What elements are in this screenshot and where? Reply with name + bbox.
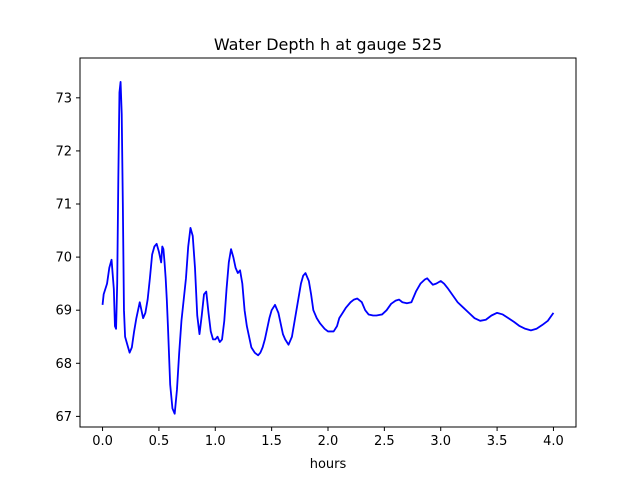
x-tick-label: 3.0 — [430, 434, 451, 449]
x-axis-ticks: 0.0 0.5 1.0 1.5 2.0 2.5 3.0 3.5 4.0 — [92, 427, 564, 449]
x-tick-label: 2.5 — [374, 434, 395, 449]
x-tick-label: 0.5 — [149, 434, 170, 449]
x-tick-label: 4.0 — [543, 434, 564, 449]
x-tick-label: 1.0 — [205, 434, 226, 449]
y-axis-ticks: 67 68 69 70 71 72 73 — [55, 91, 80, 425]
x-axis-label: hours — [310, 457, 347, 472]
y-tick-label: 69 — [55, 304, 72, 319]
y-tick-label: 67 — [55, 410, 72, 425]
y-tick-label: 70 — [55, 251, 72, 266]
plot-area-frame — [79, 57, 577, 428]
x-tick-label: 1.5 — [261, 434, 282, 449]
chart-title: Water Depth h at gauge 525 — [214, 35, 442, 54]
y-tick-label: 72 — [55, 144, 72, 159]
series-layer — [101, 80, 555, 415]
y-tick-label: 68 — [55, 357, 72, 372]
x-tick-label: 2.0 — [318, 434, 339, 449]
x-tick-label: 0.0 — [92, 434, 113, 449]
series-line — [101, 80, 555, 415]
y-tick-label: 73 — [55, 91, 72, 106]
y-tick-label: 71 — [55, 198, 72, 213]
x-tick-label: 3.5 — [487, 434, 508, 449]
